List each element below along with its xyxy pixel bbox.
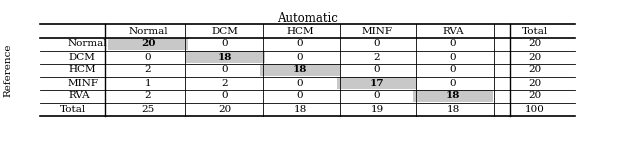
Text: 2: 2 xyxy=(145,91,151,101)
Text: 0: 0 xyxy=(221,65,228,75)
Text: MINF: MINF xyxy=(362,27,392,36)
Text: Normal: Normal xyxy=(128,27,168,36)
Text: 0: 0 xyxy=(450,79,456,87)
Text: 0: 0 xyxy=(374,65,380,75)
Text: 0: 0 xyxy=(145,53,151,61)
Text: 0: 0 xyxy=(221,91,228,101)
Bar xyxy=(185,51,265,63)
Text: 1: 1 xyxy=(145,79,151,87)
Text: 20: 20 xyxy=(529,39,541,49)
Text: 2: 2 xyxy=(145,65,151,75)
Text: 100: 100 xyxy=(525,106,545,114)
Text: 0: 0 xyxy=(297,39,303,49)
Text: 20: 20 xyxy=(218,106,232,114)
Text: 0: 0 xyxy=(450,53,456,61)
Bar xyxy=(337,77,417,89)
Text: 0: 0 xyxy=(221,39,228,49)
Bar xyxy=(413,90,493,102)
Text: 0: 0 xyxy=(450,39,456,49)
Text: MINF: MINF xyxy=(68,79,99,87)
Text: 18: 18 xyxy=(446,106,460,114)
Text: 19: 19 xyxy=(371,106,383,114)
Text: 20: 20 xyxy=(529,65,541,75)
Text: 2: 2 xyxy=(374,53,380,61)
Text: 0: 0 xyxy=(374,39,380,49)
Text: 20: 20 xyxy=(529,91,541,101)
Text: Total: Total xyxy=(522,27,548,36)
Text: 20: 20 xyxy=(141,39,156,49)
Text: Total: Total xyxy=(60,106,86,114)
Text: 25: 25 xyxy=(141,106,155,114)
Text: 20: 20 xyxy=(529,53,541,61)
Text: 18: 18 xyxy=(293,106,307,114)
Text: 0: 0 xyxy=(450,65,456,75)
Text: 0: 0 xyxy=(374,91,380,101)
Text: 2: 2 xyxy=(221,79,228,87)
Text: 20: 20 xyxy=(529,79,541,87)
Text: Automatic: Automatic xyxy=(277,12,338,25)
Text: 0: 0 xyxy=(297,79,303,87)
Text: HCM: HCM xyxy=(286,27,314,36)
Text: Reference: Reference xyxy=(3,43,13,97)
Text: DCM: DCM xyxy=(68,53,95,61)
Text: DCM: DCM xyxy=(212,27,239,36)
Text: 18: 18 xyxy=(446,91,460,101)
Bar xyxy=(260,64,340,76)
Text: 17: 17 xyxy=(370,79,384,87)
Text: 0: 0 xyxy=(297,53,303,61)
Bar xyxy=(108,38,188,50)
Text: RVA: RVA xyxy=(68,91,90,101)
Text: 18: 18 xyxy=(293,65,307,75)
Text: HCM: HCM xyxy=(68,65,95,75)
Text: Normal: Normal xyxy=(68,39,108,49)
Text: RVA: RVA xyxy=(442,27,464,36)
Text: 0: 0 xyxy=(297,91,303,101)
Text: 18: 18 xyxy=(218,53,232,61)
